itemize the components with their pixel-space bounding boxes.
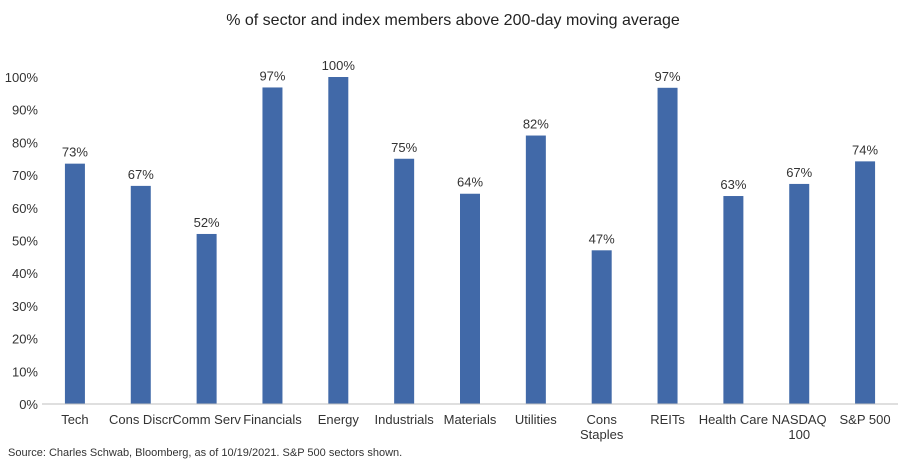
y-axis: 0% 10% 20% 30% 40% 50% 60% 70% 80% 90% 100% <box>5 70 39 412</box>
x-tick-label-line: NASDAQ <box>772 412 827 427</box>
y-tick-label: 0% <box>19 397 38 412</box>
bar <box>64 163 85 404</box>
bar <box>328 77 349 404</box>
data-label: 63% <box>720 177 746 192</box>
x-tick-label-line: S&P 500 <box>840 412 891 427</box>
bar <box>591 250 612 404</box>
x-tick-label-line: Comm Serv <box>172 412 241 427</box>
x-tick-label-line: Cons Discr <box>109 412 173 427</box>
x-tick-label: Energy <box>318 412 360 427</box>
x-tick-label: NASDAQ 100 <box>772 412 827 442</box>
x-tick-label: Financials <box>243 412 302 427</box>
y-tick-label: 20% <box>12 332 38 347</box>
bar <box>789 183 810 404</box>
data-label: 67% <box>786 165 812 180</box>
bar <box>723 196 744 404</box>
x-tick-label-line: Energy <box>318 412 360 427</box>
y-tick-label: 10% <box>12 364 38 379</box>
bar <box>130 185 151 404</box>
x-tick-label: Utilities <box>515 412 557 427</box>
data-label: 74% <box>852 142 878 157</box>
data-label: 52% <box>194 215 220 230</box>
data-label: 75% <box>391 140 417 155</box>
y-tick-label: 90% <box>12 103 38 118</box>
x-tick-label: Comm Serv <box>172 412 241 427</box>
x-tick-label-line: Financials <box>243 412 302 427</box>
x-tick-label-line: Cons <box>587 412 618 427</box>
x-tick-label: Health Care <box>699 412 768 427</box>
x-tick-label-line: Materials <box>444 412 497 427</box>
data-label: 97% <box>259 68 285 83</box>
data-label: 82% <box>523 117 549 132</box>
y-tick-label: 70% <box>12 168 38 183</box>
x-tick-label-line: REITs <box>650 412 685 427</box>
x-tick-label: S&P 500 <box>840 412 891 427</box>
bar <box>460 193 480 404</box>
bar <box>525 135 546 404</box>
x-tick-label: Materials <box>444 412 497 427</box>
y-tick-label: 60% <box>12 201 38 216</box>
y-tick-label: 40% <box>12 266 38 281</box>
bar <box>394 158 415 404</box>
x-tick-label-line: Utilities <box>515 412 557 427</box>
data-label: 47% <box>589 231 615 246</box>
bar <box>196 233 217 404</box>
y-tick-label: 50% <box>12 234 38 249</box>
x-tick-label: REITs <box>650 412 685 427</box>
bar <box>855 161 876 404</box>
x-tick-label-line: Staples <box>580 427 624 442</box>
y-tick-label: 30% <box>12 299 38 314</box>
chart-title: % of sector and index members above 200-… <box>226 12 680 29</box>
data-label: 73% <box>62 145 88 160</box>
data-label: 67% <box>128 167 154 182</box>
y-tick-label: 100% <box>5 70 39 85</box>
bar <box>657 87 678 404</box>
bar <box>262 87 283 405</box>
x-tick-label-line: Industrials <box>375 412 435 427</box>
data-label: 100% <box>322 58 356 73</box>
source-footnote: Source: Charles Schwab, Bloomberg, as of… <box>8 447 402 459</box>
x-tick-label: Industrials <box>375 412 435 427</box>
x-tick-label-line: Tech <box>61 412 88 427</box>
x-tick-label: Tech <box>61 412 88 427</box>
bar-series: 73% 67% 52% 97% 100% 75% 64% 82% 47% 97% 63% 67% 74% <box>62 58 879 405</box>
x-tick-label: Cons Staples <box>580 412 624 442</box>
data-label: 97% <box>655 69 681 84</box>
x-tick-label: Cons Discr <box>109 412 173 427</box>
data-label: 64% <box>457 175 483 190</box>
x-tick-label-line: Health Care <box>699 412 768 427</box>
x-tick-label-line: 100 <box>788 427 810 442</box>
x-axis: Tech Cons Discr Comm Serv Financials Energy I… <box>61 412 890 442</box>
y-tick-label: 80% <box>12 135 38 150</box>
